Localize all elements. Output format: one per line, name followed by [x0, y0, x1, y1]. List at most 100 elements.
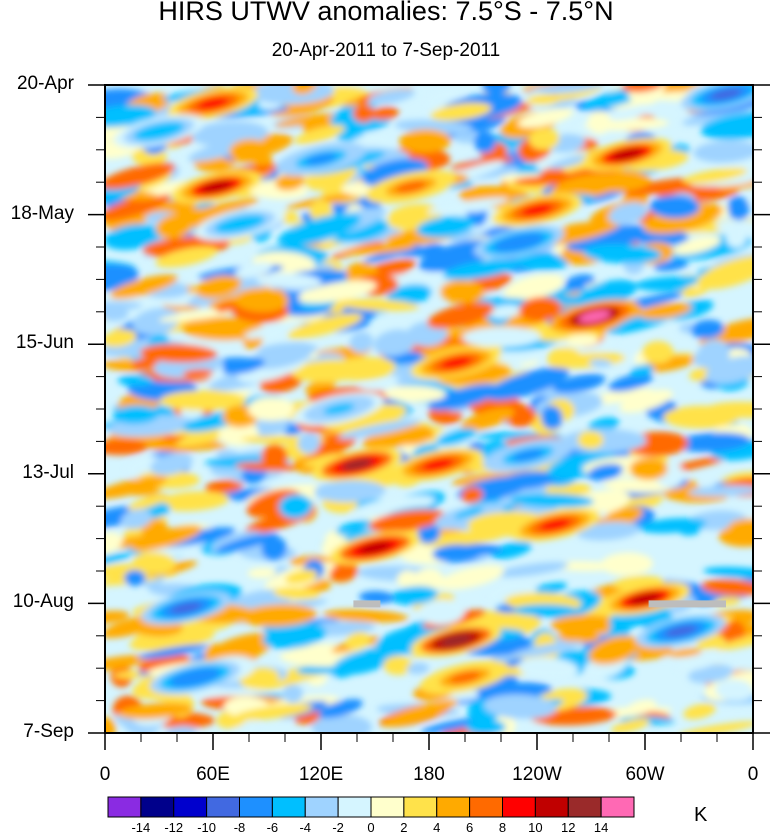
anomaly-texture — [261, 536, 287, 561]
anomaly-feature-23 — [665, 625, 697, 638]
x-tick-label-3: 180 — [413, 764, 445, 785]
anomaly-feature-11 — [440, 634, 472, 647]
colorbar-label-14: 14 — [593, 820, 609, 835]
anomaly-texture — [465, 719, 506, 733]
x-tick-label-4: 120W — [512, 764, 562, 785]
anomaly-texture — [682, 107, 749, 126]
anomaly-texture — [222, 357, 265, 375]
anomaly-texture — [258, 342, 318, 357]
anomaly-texture — [420, 243, 446, 260]
colorbar-label-3: -8 — [233, 820, 246, 835]
anomaly-texture — [349, 331, 374, 353]
anomaly-feature-9 — [359, 541, 391, 554]
colorbar-box-7 — [337, 796, 372, 818]
anomaly-feature-10 — [539, 518, 571, 531]
anomaly-texture — [279, 649, 354, 667]
anomaly-feature-5 — [578, 310, 611, 323]
anomaly-texture — [369, 509, 446, 533]
colorbar-label-7: 0 — [367, 820, 375, 835]
anomaly-texture — [391, 586, 438, 605]
anomaly-texture — [435, 513, 456, 527]
anomaly-texture — [418, 599, 465, 625]
anomaly-texture — [278, 494, 313, 519]
colorbar-box-3 — [206, 796, 240, 818]
anomaly-texture — [120, 509, 152, 530]
anomaly-texture — [427, 302, 495, 329]
anomaly-texture — [105, 162, 176, 190]
colorbar-label-0: -14 — [131, 820, 151, 835]
anomaly-texture — [132, 552, 176, 575]
anomaly-feature-12 — [629, 592, 661, 605]
anomaly-feature-17 — [224, 217, 256, 230]
anomaly-texture — [427, 197, 509, 215]
anomaly-texture — [503, 274, 565, 301]
x-tick-label-0: 0 — [99, 764, 111, 785]
anomaly-texture — [273, 587, 321, 600]
anomaly-texture — [428, 383, 501, 411]
anomaly-texture — [452, 507, 484, 520]
colorbar-label-9: 4 — [433, 820, 441, 835]
colorbar-label-12: 10 — [528, 820, 543, 835]
anomaly-texture — [304, 453, 342, 467]
anomaly-texture — [619, 389, 673, 413]
y-tick-label-2: 15-Jun — [15, 332, 74, 354]
anomaly-texture — [603, 478, 672, 493]
colorbar-box-12 — [502, 796, 536, 818]
anomaly-texture — [158, 308, 239, 322]
anomaly-texture — [262, 623, 327, 650]
anomaly-texture — [550, 614, 622, 636]
anomaly-texture — [368, 88, 415, 105]
anomaly-feature-7 — [341, 458, 373, 471]
anomaly-texture — [668, 648, 703, 658]
anomaly-texture — [663, 405, 739, 429]
anomaly-texture — [329, 563, 358, 582]
anomaly-texture — [159, 390, 247, 411]
anomaly-texture — [256, 273, 322, 289]
colorbar-label-1: -12 — [164, 820, 184, 835]
anomaly-texture — [362, 425, 433, 449]
anomaly-texture — [105, 439, 148, 456]
anomaly-texture — [195, 275, 242, 299]
anomaly-texture — [370, 106, 399, 121]
anomaly-texture — [705, 355, 753, 384]
x-tick-label-1: 60E — [196, 764, 230, 785]
anomaly-texture — [274, 113, 335, 128]
anomaly-texture — [105, 104, 157, 128]
colorbar-box-5 — [271, 796, 306, 818]
anomaly-texture — [234, 704, 313, 721]
anomaly-texture — [588, 635, 640, 665]
anomaly-texture — [683, 703, 716, 720]
anomaly-texture — [416, 216, 475, 238]
anomaly-texture — [483, 694, 557, 720]
colorbar-box-10 — [436, 796, 471, 818]
anomaly-texture — [235, 462, 299, 472]
anomaly-texture — [155, 246, 218, 268]
anomaly-texture — [606, 106, 651, 121]
colorbar — [107, 796, 635, 818]
anomaly-texture — [182, 369, 214, 378]
anomaly-texture — [139, 343, 217, 363]
anomaly-texture — [460, 407, 515, 431]
anomaly-texture — [105, 192, 171, 221]
anomaly-texture — [105, 224, 162, 251]
anomaly-texture — [436, 428, 477, 446]
anomaly-texture — [105, 655, 149, 671]
anomaly-texture — [328, 356, 396, 381]
anomaly-texture — [541, 405, 563, 430]
anomaly-texture — [132, 307, 181, 335]
anomaly-texture — [653, 259, 689, 272]
anomaly-texture — [335, 520, 373, 535]
missing-data-0 — [353, 600, 381, 608]
colorbar-box-6 — [304, 796, 339, 818]
anomaly-feature-4 — [521, 204, 553, 216]
anomaly-texture — [677, 520, 702, 536]
anomaly-texture — [576, 521, 641, 541]
anomaly-texture — [517, 657, 579, 679]
chart-subtitle: 20-Apr-2011 to 7-Sep-2011 — [271, 40, 501, 61]
anomaly-texture — [519, 296, 562, 322]
anomaly-texture — [294, 125, 345, 145]
anomaly-texture — [297, 432, 321, 454]
anomaly-texture — [181, 316, 266, 341]
anomaly-texture — [725, 227, 747, 248]
